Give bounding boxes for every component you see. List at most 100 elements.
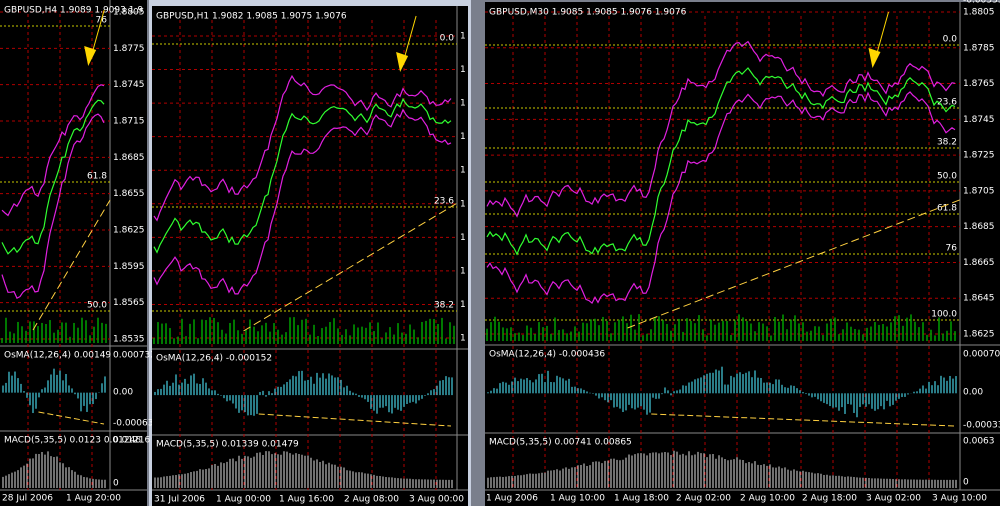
window-title: GBPUSD,H4 1.9089 1.9093 1.9 [4,6,143,16]
price-label: 1.8625 [963,330,995,340]
osma-trend [38,411,105,425]
time-label: 3 Aug 02:00 [866,494,921,504]
price-label: 1.8775 [113,44,145,54]
upper-band [1,84,105,217]
time-label: 1 Aug 20:00 [66,494,121,504]
time-label: 1 Aug 00:00 [216,495,271,505]
price-label: 1.8625 [113,226,145,236]
fib-label: 23.6 [434,197,454,207]
price-label: 1 [460,99,466,109]
price-label: 1 [460,65,466,75]
macd-axis-label: -0.00333 [963,0,1000,6]
chart-window: 1.8805 1.8785 1.8765 1.8745 1.8725 1.8705 1.86… [485,0,1000,506]
osma-axis-label: 0.00 [963,388,983,398]
price-line [153,97,452,254]
fib-label: 50.0 [87,301,107,311]
lower-band [486,91,956,305]
price-label: 1.8655 [113,189,145,199]
time-label: 1 Aug 16:00 [279,495,334,505]
macd-title: MACD(5,35,5) 0.01339 0.01479 [156,440,299,450]
price-label: 1 [460,132,466,142]
arrow-head [84,46,97,66]
macd-axis-label: 0 [113,479,119,489]
window-bg [152,6,468,506]
price-label: 1.8535 [113,335,145,345]
price-label: 1 [460,199,466,209]
fib-label: 0.0 [943,35,958,45]
price-label: 1.8715 [113,117,145,127]
price-line [486,67,956,256]
fib-label: 100.0 [931,310,957,320]
macd-axis-label: 0 [963,478,969,488]
lower-band [153,108,452,295]
trend-line [243,202,458,332]
fib-label: 76 [946,244,958,254]
osma-axis-label: -0.000337 [963,421,1000,431]
fib-label: 50.0 [937,172,957,182]
osma-title: OsMA(12,26,4) -0.000436 [489,350,605,360]
macd-axis-label: 0.01216 [113,436,150,446]
price-label: 1.8765 [963,79,995,89]
osma-axis-label: 0.000732 [113,351,156,361]
time-label: 2 Aug 02:00 [676,494,731,504]
time-label: 28 Jul 2006 [2,494,53,504]
trend-line [32,199,111,331]
price-label: 1.8745 [963,115,995,125]
price-label: 1.8595 [113,262,145,272]
fib-label: 38.2 [434,301,454,311]
osma-trend [651,413,955,427]
price-label: 1 [460,300,466,310]
time-label: 1 Aug 18:00 [614,494,669,504]
fib-label: 23.6 [937,98,957,108]
time-label: 2 Aug 10:00 [740,494,795,504]
price-label: 1 [460,166,466,176]
price-label: 1.8665 [963,258,995,268]
fib-label: 0.0 [440,34,455,44]
price-label: 1.8645 [963,294,995,304]
osma-axis-label: 0.00 [113,388,133,398]
time-label: 2 Aug 18:00 [802,494,857,504]
chart-window: 1.8805 1.8775 1.8745 1.8715 1.8685 1.8655 1.86… [0,0,156,506]
macd-axis-label: 0.0063 [963,437,995,447]
price-label: 1 [460,233,466,243]
price-label: 1.8725 [963,151,995,161]
fib-label: 61.8 [937,204,957,214]
time-label: 1 Aug 2006 [486,494,538,504]
fib-label: 61.8 [87,172,107,182]
window-title: GBPUSD,M30 1.9085 1.9085 1.9076 1.9076 [489,8,687,18]
lower-band [1,113,105,300]
time-label: 1 Aug 10:00 [550,494,605,504]
macd-title: MACD(5,35,5) 0.00741 0.00865 [489,438,632,448]
osma-axis-label: 0.000708 [963,350,1000,360]
price-label: 1.8745 [113,80,145,90]
upper-band [153,74,452,222]
arrow-head [868,48,881,68]
osma-title: OsMA(12,26,4) 0.00149 [4,351,111,361]
osma-title: OsMA(12,26,4) -0.000152 [156,354,272,364]
time-label: 3 Aug 10:00 [932,494,987,504]
time-label: 3 Aug 00:00 [409,495,464,505]
price-label: 1.8705 [963,186,995,196]
fib-label: 38.2 [937,138,957,148]
price-label: 1 [460,266,466,276]
price-label: 1 [460,32,466,42]
window-title: GBPUSD,H1 1.9082 1.9085 1.9075 1.9076 [156,12,347,22]
price-label: 1 [460,334,466,344]
price-label: 1.8685 [113,153,145,163]
osma-axis-label: -0.00063 [113,419,153,429]
chart-window: 1 1 1 1 1 1 1 1 1 1 0.0 23.6 38.2 OsMA(12,26,4) -0.00… [152,6,468,506]
price-label: 1.8785 [963,43,995,53]
price-label: 1.8685 [963,222,995,232]
price-label: 1.8805 [113,8,145,18]
arrow-head [396,52,409,72]
time-label: 2 Aug 08:00 [344,495,399,505]
osma-trend [258,413,452,427]
time-label: 31 Jul 2006 [154,495,205,505]
price-label: 1.8565 [113,298,145,308]
price-line [1,99,105,255]
price-label: 1.8805 [963,8,995,18]
macd-title: MACD(5,35,5) 0.0123 0.01248 [4,436,141,446]
upper-band [486,40,956,218]
window-bg [0,0,147,506]
